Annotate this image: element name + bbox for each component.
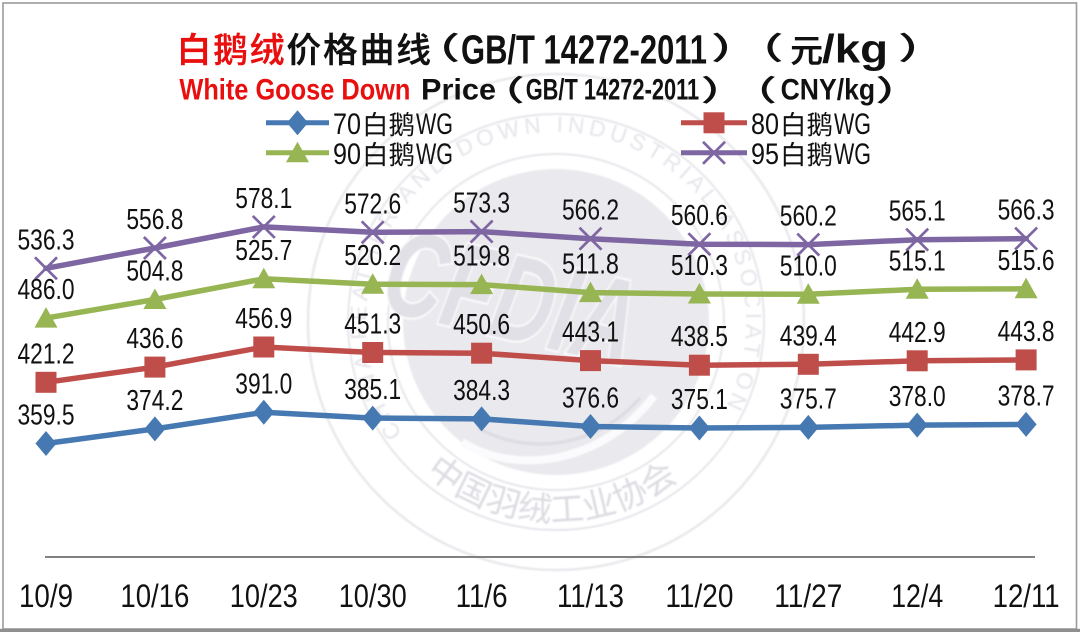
svg-text:443.1: 443.1 [562, 317, 619, 349]
svg-text:560.2: 560.2 [780, 201, 837, 233]
svg-text:WG: WG [834, 138, 871, 171]
svg-text:11/13: 11/13 [557, 578, 624, 614]
svg-text:CNY/kg: CNY/kg [781, 74, 876, 107]
svg-text:12/11: 12/11 [993, 578, 1060, 614]
svg-text:510.3: 510.3 [671, 250, 728, 282]
svg-text:443.8: 443.8 [998, 316, 1055, 348]
svg-text:572.6: 572.6 [344, 188, 401, 220]
svg-text:10/9: 10/9 [19, 578, 73, 614]
svg-text:374.2: 374.2 [126, 385, 183, 417]
svg-text:525.7: 525.7 [235, 235, 292, 267]
svg-text:WG: WG [416, 108, 453, 141]
svg-text:385.1: 385.1 [344, 374, 401, 406]
svg-text:11/20: 11/20 [665, 578, 733, 614]
svg-text:436.6: 436.6 [126, 323, 183, 355]
svg-text:12/4: 12/4 [891, 578, 943, 614]
svg-text:456.9: 456.9 [235, 303, 292, 335]
svg-text:566.2: 566.2 [562, 195, 619, 227]
svg-text:578.1: 578.1 [235, 183, 292, 215]
svg-text:359.5: 359.5 [18, 400, 75, 432]
svg-text:520.2: 520.2 [344, 240, 401, 272]
svg-text:566.3: 566.3 [998, 195, 1055, 227]
svg-text:90: 90 [333, 138, 361, 171]
svg-text:375.1: 375.1 [671, 384, 728, 416]
svg-text:510.0: 510.0 [780, 250, 837, 282]
svg-text:10/16: 10/16 [120, 578, 189, 614]
svg-text:11/6: 11/6 [456, 578, 508, 614]
svg-text:438.5: 438.5 [671, 321, 728, 353]
svg-text:450.6: 450.6 [453, 309, 510, 341]
svg-text:504.8: 504.8 [126, 256, 183, 288]
svg-text:10/30: 10/30 [339, 578, 407, 614]
svg-text:391.0: 391.0 [235, 368, 292, 400]
svg-text:378.7: 378.7 [998, 380, 1055, 412]
svg-text:560.6: 560.6 [671, 200, 728, 232]
svg-text:565.1: 565.1 [889, 196, 946, 228]
svg-text:519.8: 519.8 [453, 241, 510, 273]
svg-text:11/27: 11/27 [774, 578, 842, 614]
svg-text:384.3: 384.3 [453, 375, 510, 407]
svg-text:White Goose Down: White Goose Down [179, 74, 410, 107]
svg-text:486.0: 486.0 [18, 274, 75, 306]
svg-text:Price: Price [421, 74, 496, 107]
svg-text:/kg: /kg [822, 28, 888, 72]
svg-text:439.4: 439.4 [780, 320, 837, 352]
svg-text:70: 70 [333, 108, 361, 141]
svg-text:573.3: 573.3 [453, 188, 510, 220]
svg-text:375.7: 375.7 [780, 383, 837, 415]
svg-text:WG: WG [834, 108, 871, 141]
svg-text:451.3: 451.3 [344, 309, 401, 341]
svg-text:376.6: 376.6 [562, 383, 619, 415]
svg-text:421.2: 421.2 [18, 338, 75, 370]
svg-text:556.8: 556.8 [126, 204, 183, 236]
svg-text:378.0: 378.0 [889, 381, 946, 413]
svg-text:WG: WG [416, 138, 453, 171]
svg-text:536.3: 536.3 [18, 224, 75, 256]
svg-text:80: 80 [751, 108, 779, 141]
svg-text:442.9: 442.9 [889, 317, 946, 349]
svg-text:GB/T 14272-2011: GB/T 14272-2011 [461, 27, 707, 73]
svg-text:GB/T 14272-2011: GB/T 14272-2011 [526, 74, 700, 107]
svg-text:515.6: 515.6 [998, 245, 1055, 277]
svg-text:95: 95 [751, 138, 779, 171]
svg-text:515.1: 515.1 [889, 245, 946, 277]
svg-text:10/23: 10/23 [230, 578, 298, 614]
svg-text:511.8: 511.8 [562, 249, 619, 281]
